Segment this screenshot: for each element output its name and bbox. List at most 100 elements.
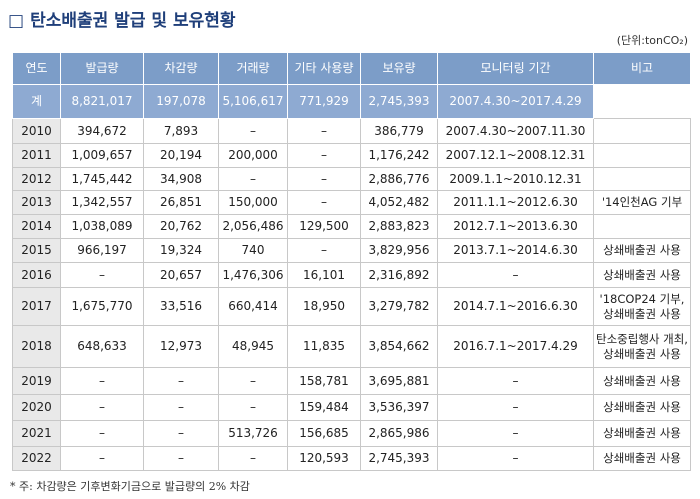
cell: –	[143, 420, 219, 447]
cell: –	[218, 446, 288, 471]
total-cell: 2007.4.30~2017.4.29	[437, 84, 594, 119]
row: 2017 1,675,770 33,516 660,414 18,950 3,279,78…	[12, 287, 691, 326]
cell: –	[437, 262, 594, 288]
note-line: 상쇄배출권 사용	[603, 426, 681, 440]
year-cell: 2022	[12, 446, 61, 471]
note-cell	[593, 143, 691, 168]
cell: 966,197	[60, 238, 144, 263]
cell: 386,779	[360, 118, 438, 144]
note-cell: 상쇄배출권 사용	[593, 367, 691, 395]
year-cell: 2013	[12, 190, 61, 215]
cell: –	[287, 118, 361, 144]
cell: –	[60, 394, 144, 421]
cell: 2,886,776	[360, 167, 438, 191]
total-cell: 771,929	[287, 84, 361, 119]
cell: 2,883,823	[360, 214, 438, 239]
year-cell: 2015	[12, 238, 61, 263]
total-row: 계 8,821,017 197,078 5,106,617 771,929 2,745,3…	[12, 84, 691, 119]
note-cell: 상쇄배출권 사용	[593, 420, 691, 447]
cell: –	[437, 367, 594, 395]
cell: 2007.12.1~2008.12.31	[437, 143, 594, 168]
cell: 156,685	[287, 420, 361, 447]
note-cell: 상쇄배출권 사용	[593, 394, 691, 421]
cell: 16,101	[287, 262, 361, 288]
cell: 740	[218, 238, 288, 263]
cell: 2,745,393	[360, 446, 438, 471]
year-cell: 2010	[12, 118, 61, 144]
cell: 648,633	[60, 325, 144, 368]
row: 2012 1,745,442 34,908– –2,886,776 2009.1.1~2…	[12, 167, 691, 191]
cell: 158,781	[287, 367, 361, 395]
cell: 394,672	[60, 118, 144, 144]
total-cell: 2,745,393	[360, 84, 438, 119]
header-cell: 모니터링 기간	[437, 52, 594, 85]
note-cell: 상쇄배출권 사용	[593, 262, 691, 288]
cell: 20,194	[143, 143, 219, 168]
row: 2011 1,009,657 20,194 200,000–1,176,242 2007…	[12, 143, 691, 168]
note-cell	[593, 214, 691, 239]
note-line: 상쇄배출권 사용	[603, 306, 681, 321]
cell: 2013.7.1~2014.6.30	[437, 238, 594, 263]
row: 2013 1,342,557 26,851 150,000–4,052,482 2011…	[12, 190, 691, 215]
header-cell: 보유량	[360, 52, 438, 85]
note-cell: '18COP24 기부, 상쇄배출권 사용	[593, 287, 691, 326]
cell: 3,854,662	[360, 325, 438, 368]
row: 2020– – –159,484 3,536,397– 상쇄배출권 사용	[12, 394, 691, 421]
cell: 1,745,442	[60, 167, 144, 191]
cell: 2009.1.1~2010.12.31	[437, 167, 594, 191]
year-cell: 2014	[12, 214, 61, 239]
note-cell	[593, 118, 691, 144]
year-cell: 2021	[12, 420, 61, 447]
cell: –	[437, 446, 594, 471]
note-cell	[593, 167, 691, 191]
cell: –	[143, 446, 219, 471]
cell: 2012.7.1~2013.6.30	[437, 214, 594, 239]
cell: 20,762	[143, 214, 219, 239]
cell: 4,052,482	[360, 190, 438, 215]
cell: 660,414	[218, 287, 288, 326]
row: 2019– – –158,781 3,695,881– 상쇄배출권 사용	[12, 367, 691, 395]
cell: –	[218, 167, 288, 191]
row: 2016–20,657 1,476,306 16,101 2,316,892– 상쇄배출…	[12, 262, 691, 288]
cell: 3,279,782	[360, 287, 438, 326]
cell: 2016.7.1~2017.4.29	[437, 325, 594, 368]
cell: 150,000	[218, 190, 288, 215]
row: 2021– –513,726 156,685 2,865,986– 상쇄배출권 사용	[12, 420, 691, 447]
cell: –	[60, 446, 144, 471]
cell: 2,865,986	[360, 420, 438, 447]
cell: –	[437, 420, 594, 447]
cell: 3,536,397	[360, 394, 438, 421]
unit: (단위:tonCO₂)	[616, 34, 688, 47]
cell: 3,695,881	[360, 367, 438, 395]
note-line: 상쇄배출권 사용	[603, 346, 681, 361]
header-cell: 발급량	[60, 52, 144, 85]
cell: 12,973	[143, 325, 219, 368]
cell: 2014.7.1~2016.6.30	[437, 287, 594, 326]
cell: –	[287, 190, 361, 215]
cell: –	[287, 167, 361, 191]
cell: 33,516	[143, 287, 219, 326]
year-cell: 2012	[12, 167, 61, 191]
cell: –	[60, 262, 144, 288]
header-cell: 기타 사용량	[287, 52, 361, 85]
note-line: 상쇄배출권 사용	[603, 400, 681, 414]
row: 2010 394,672 7,893– –386,779 2007.4.30~2007.…	[12, 118, 691, 144]
cell: 2007.4.30~2007.11.30	[437, 118, 594, 144]
year-cell: 2020	[12, 394, 61, 421]
title-text: 탄소배출권 발급 및 보유현황	[30, 11, 236, 31]
cell: 2011.1.1~2012.6.30	[437, 190, 594, 215]
cell: –	[218, 367, 288, 395]
total-cell: 8,821,017	[60, 84, 144, 119]
total-cell: 5,106,617	[218, 84, 288, 119]
cell: –	[437, 394, 594, 421]
note-line: 탄소중립행사 개최,	[596, 331, 688, 346]
cell: 2,056,486	[218, 214, 288, 239]
cell: –	[143, 394, 219, 421]
cell: –	[218, 394, 288, 421]
year-cell: 2019	[12, 367, 61, 395]
header-cell: 거래량	[218, 52, 288, 85]
cell: 1,176,242	[360, 143, 438, 168]
header-cell: 비고	[593, 52, 691, 85]
row: 2015 966,197 19,324 740–3,829,956 2013.7.1~2…	[12, 238, 691, 263]
